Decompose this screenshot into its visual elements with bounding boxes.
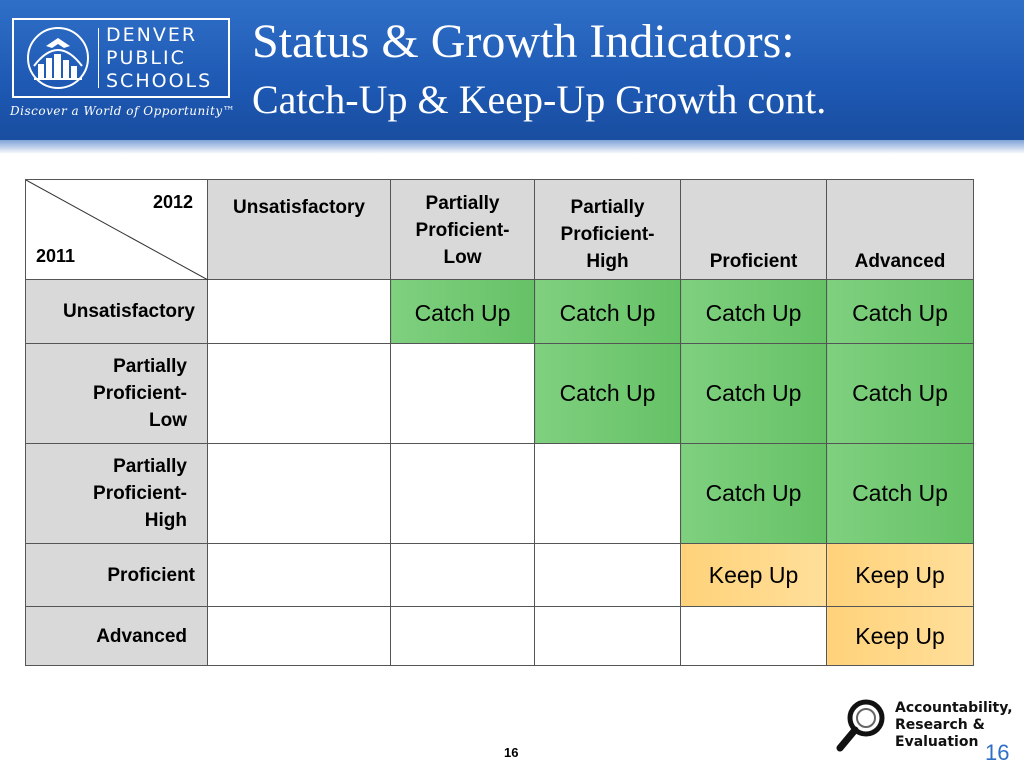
are-line-evaluation: Evaluation [895,734,979,750]
column-header-unsatisfactory: Unsatisfactory [207,179,391,280]
slide-title: Status & Growth Indicators: [252,15,795,68]
are-line-research: Research & [895,717,985,733]
table-row: Partially Proficient- High Catch Up Catc… [25,443,974,544]
catch-up-cell: Catch Up [826,343,974,444]
slide-header: DENVER PUBLIC SCHOOLS Discover a World o… [0,0,1024,148]
keep-up-cell: Keep Up [826,543,974,607]
catch-up-cell: Catch Up [534,279,681,344]
column-header-proficient: Proficient [680,179,827,280]
corner-cell: 2012 2011 [25,179,208,280]
row-header-partially-proficient-low: Partially Proficient- Low [25,343,208,444]
matrix-cell [534,606,681,666]
table-row: Advanced Keep Up [25,606,974,666]
slide-subtitle: Catch-Up & Keep-Up Growth cont. [252,77,827,122]
column-header-partially-proficient-low: Partially Proficient- Low [390,179,535,280]
matrix-cell [534,543,681,607]
matrix-cell [207,343,391,444]
row-header-proficient: Proficient [25,543,208,607]
column-header-advanced: Advanced [826,179,974,280]
logo-line-public: PUBLIC [106,47,186,69]
matrix-cell [534,443,681,544]
row-header-unsatisfactory: Unsatisfactory [25,279,208,344]
catch-up-cell: Catch Up [390,279,535,344]
are-line-accountability: Accountability, [895,700,1013,716]
logo-line-schools: SCHOOLS [106,70,213,92]
corner-year-2011: 2011 [36,246,76,266]
table-row: Partially Proficient- Low Catch Up Catch… [25,343,974,444]
row-header-partially-proficient-high: Partially Proficient- High [25,443,208,544]
logo-line-denver: DENVER [106,24,198,46]
page-number-right: 16 [985,740,1010,765]
logo-tagline: Discover a World of Opportunity™ [10,104,236,118]
column-header-partially-proficient-high: Partially Proficient- High [534,179,681,280]
matrix-cell [207,606,391,666]
table-row: Unsatisfactory Catch Up Catch Up Catch U… [25,279,974,344]
table-row: Proficient Keep Up Keep Up [25,543,974,607]
row-header-advanced: Advanced [25,606,208,666]
table-header-row: 2012 2011 Unsatisfactory Partially Profi… [25,179,974,280]
catch-up-cell: Catch Up [680,279,827,344]
diagonal-line [26,180,208,280]
matrix-cell [680,606,827,666]
magnifier-icon [836,699,885,752]
keep-up-cell: Keep Up [826,606,974,666]
city-skyline-icon [27,27,89,89]
matrix-cell [207,443,391,544]
catch-up-cell: Catch Up [680,343,827,444]
matrix-cell [390,343,535,444]
corner-year-2012: 2012 [152,192,193,212]
dps-logo: DENVER PUBLIC SCHOOLS [12,18,230,98]
catch-up-cell: Catch Up [534,343,681,444]
catch-up-cell: Catch Up [826,443,974,544]
catch-up-cell: Catch Up [826,279,974,344]
matrix-cell [390,443,535,544]
growth-matrix-table: 2012 2011 Unsatisfactory Partially Profi… [25,179,974,666]
matrix-cell [207,279,391,344]
matrix-cell [207,543,391,607]
keep-up-cell: Keep Up [680,543,827,607]
matrix-cell [390,543,535,607]
are-logo-text: Accountability, Research & Evaluation [895,700,1013,751]
page-number-center: 16 [504,745,519,760]
matrix-cell [390,606,535,666]
catch-up-cell: Catch Up [680,443,827,544]
logo-divider [98,28,99,88]
header-shadow-band [0,140,1024,154]
logo-wordmark: DENVER PUBLIC SCHOOLS [106,24,212,93]
